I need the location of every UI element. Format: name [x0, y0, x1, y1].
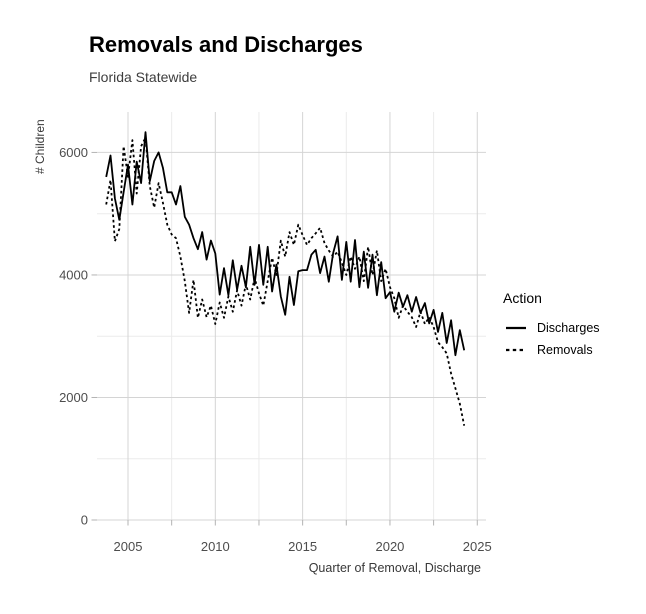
legend-entry-removals: Removals	[503, 339, 600, 361]
x-tick-label: 2010	[201, 539, 230, 554]
x-tick-label: 2015	[288, 539, 317, 554]
legend-label-removals: Removals	[537, 343, 593, 357]
chart-subtitle: Florida Statewide	[89, 69, 198, 85]
x-tick-label: 2020	[375, 539, 404, 554]
legend-title: Action	[503, 290, 542, 306]
legend: Action Discharges Removals	[503, 290, 600, 361]
series-line-removals	[105, 136, 466, 426]
series-line-discharges	[105, 131, 466, 357]
x-tick-label: 2005	[114, 539, 143, 554]
chart-title: Removals and Discharges	[89, 32, 363, 57]
x-tick-label: 2025	[463, 539, 492, 554]
y-tick-label: 6000	[59, 145, 88, 160]
dashed-line-key-icon	[506, 348, 526, 352]
solid-line-key-icon	[506, 326, 526, 330]
legend-label-discharges: Discharges	[537, 321, 600, 335]
y-tick-label: 2000	[59, 390, 88, 405]
legend-entry-discharges: Discharges	[503, 317, 600, 339]
y-tick-label: 4000	[59, 267, 88, 282]
x-axis-title: Quarter of Removal, Discharge	[308, 561, 481, 575]
y-tick-label: 0	[81, 513, 88, 528]
